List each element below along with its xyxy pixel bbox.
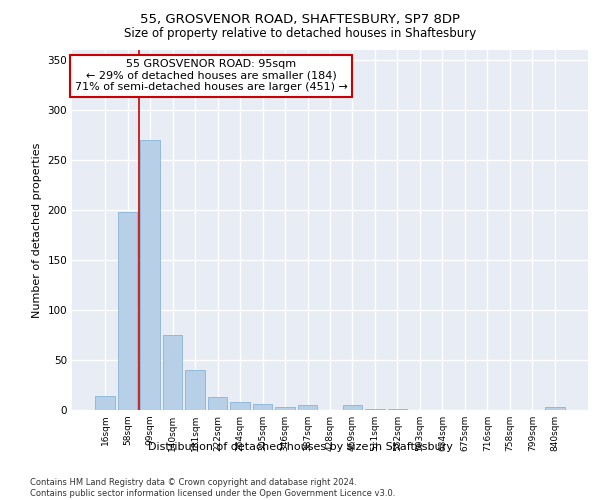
Bar [118,212,137,410]
Bar [208,397,227,410]
Bar [298,405,317,410]
Bar [253,404,272,410]
Y-axis label: Number of detached properties: Number of detached properties [32,142,42,318]
Text: Size of property relative to detached houses in Shaftesbury: Size of property relative to detached ho… [124,28,476,40]
Bar [140,140,160,410]
Bar [545,407,565,410]
Text: 55 GROSVENOR ROAD: 95sqm
← 29% of detached houses are smaller (184)
71% of semi-: 55 GROSVENOR ROAD: 95sqm ← 29% of detach… [75,59,348,92]
Text: Distribution of detached houses by size in Shaftesbury: Distribution of detached houses by size … [148,442,452,452]
Bar [388,409,407,410]
Bar [365,409,385,410]
Bar [343,405,362,410]
Bar [95,396,115,410]
Text: Contains HM Land Registry data © Crown copyright and database right 2024.
Contai: Contains HM Land Registry data © Crown c… [30,478,395,498]
Text: 55, GROSVENOR ROAD, SHAFTESBURY, SP7 8DP: 55, GROSVENOR ROAD, SHAFTESBURY, SP7 8DP [140,12,460,26]
Bar [230,402,250,410]
Bar [275,407,295,410]
Bar [185,370,205,410]
Bar [163,335,182,410]
